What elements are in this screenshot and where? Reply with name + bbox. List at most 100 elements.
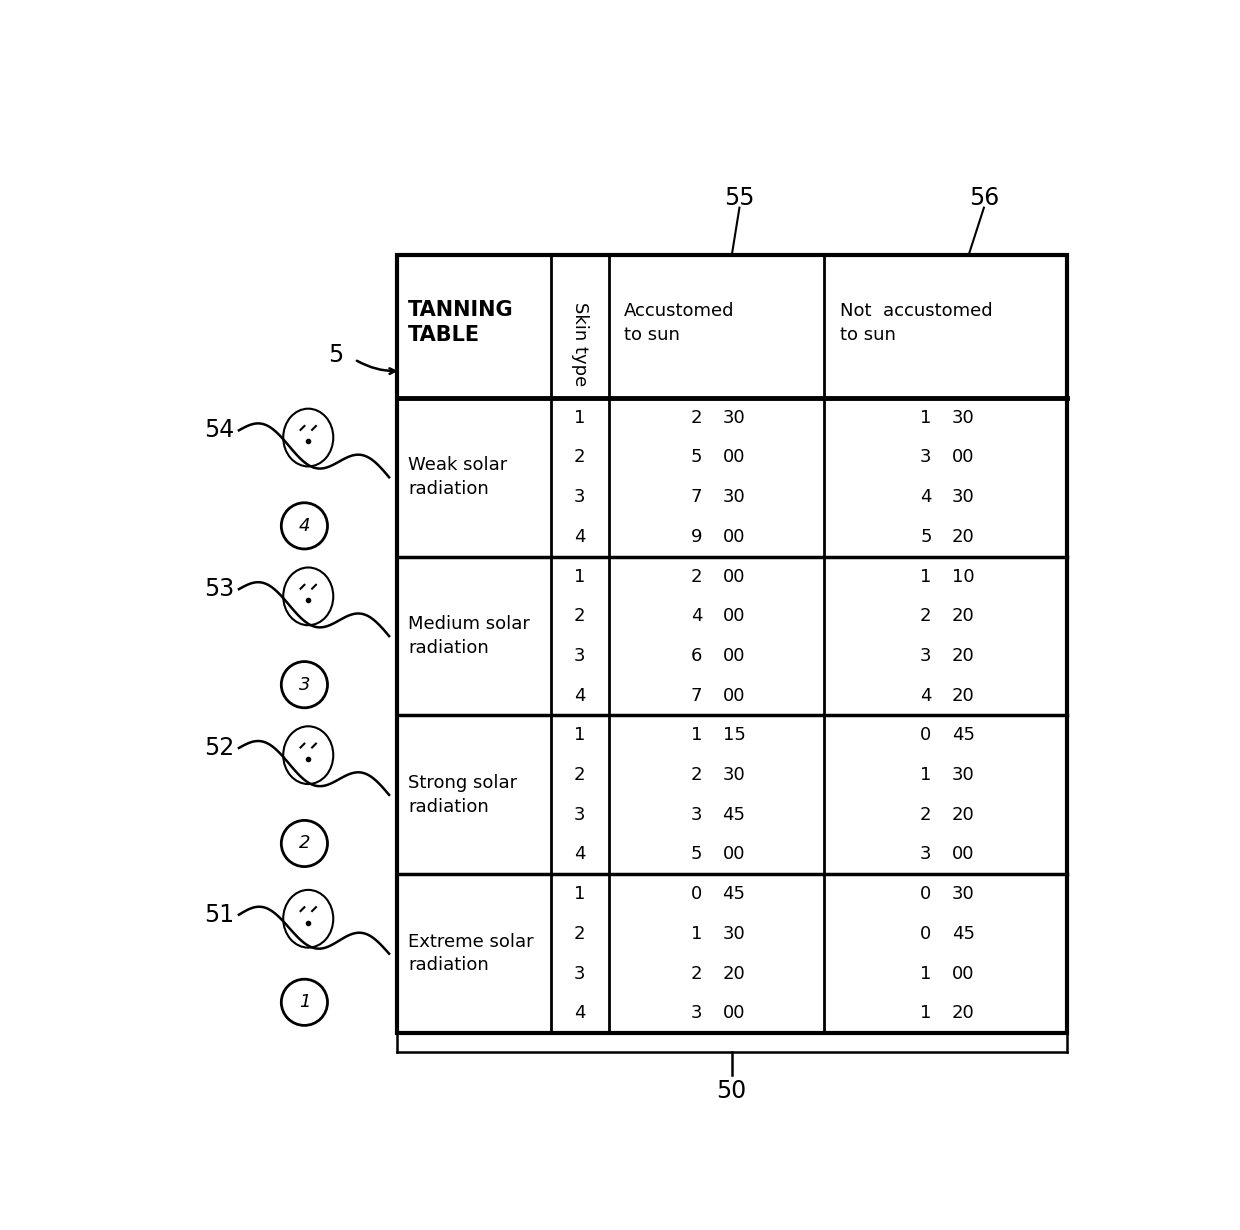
Text: 53: 53 <box>205 577 234 601</box>
Text: 54: 54 <box>205 418 234 443</box>
Text: 5: 5 <box>327 343 343 368</box>
Text: 30: 30 <box>951 488 975 506</box>
Text: 00: 00 <box>723 528 745 546</box>
Text: 3: 3 <box>691 806 703 824</box>
Text: 1: 1 <box>574 567 585 585</box>
Text: 00: 00 <box>723 647 745 665</box>
Text: 2: 2 <box>920 608 931 625</box>
Text: 20: 20 <box>951 528 975 546</box>
Text: 45: 45 <box>723 806 745 824</box>
Text: 30: 30 <box>951 408 975 427</box>
Text: 7: 7 <box>691 488 703 506</box>
Text: 15: 15 <box>723 727 745 744</box>
Text: 00: 00 <box>723 449 745 466</box>
Text: 1: 1 <box>920 964 931 983</box>
Text: 00: 00 <box>723 1004 745 1022</box>
Text: 4: 4 <box>574 1004 585 1022</box>
Text: 1: 1 <box>691 925 703 943</box>
Text: 4: 4 <box>299 517 310 535</box>
Text: 3: 3 <box>574 964 585 983</box>
Text: 5: 5 <box>691 449 703 466</box>
Text: 3: 3 <box>920 449 931 466</box>
Text: 50: 50 <box>717 1079 746 1103</box>
Text: 30: 30 <box>723 925 745 943</box>
Text: 1: 1 <box>574 886 585 903</box>
Text: 00: 00 <box>951 845 975 863</box>
Text: 6: 6 <box>691 647 703 665</box>
Text: 00: 00 <box>723 567 745 585</box>
Text: 30: 30 <box>951 766 975 784</box>
Text: 2: 2 <box>574 766 585 784</box>
Text: 1: 1 <box>920 408 931 427</box>
Text: 45: 45 <box>951 727 975 744</box>
Text: 4: 4 <box>574 845 585 863</box>
Text: 1: 1 <box>920 1004 931 1022</box>
Text: TANNING
TABLE: TANNING TABLE <box>408 300 513 346</box>
Text: 51: 51 <box>205 903 234 926</box>
Text: 2: 2 <box>574 449 585 466</box>
Text: Accustomed
to sun: Accustomed to sun <box>624 303 734 343</box>
Text: 2: 2 <box>691 766 703 784</box>
Bar <box>397 256 1066 1033</box>
Text: 2: 2 <box>691 567 703 585</box>
Text: 56: 56 <box>968 186 999 209</box>
Text: 20: 20 <box>951 647 975 665</box>
Text: Strong solar
radiation: Strong solar radiation <box>408 774 517 815</box>
Text: 2: 2 <box>691 408 703 427</box>
Text: 1: 1 <box>574 408 585 427</box>
Text: 52: 52 <box>205 736 234 760</box>
Text: 2: 2 <box>299 834 310 852</box>
Text: Not  accustomed
to sun: Not accustomed to sun <box>839 303 992 343</box>
Text: 9: 9 <box>691 528 703 546</box>
Text: 7: 7 <box>691 686 703 705</box>
Text: 4: 4 <box>920 686 931 705</box>
Text: 00: 00 <box>723 608 745 625</box>
Text: 20: 20 <box>951 806 975 824</box>
Text: 30: 30 <box>951 886 975 903</box>
Text: 45: 45 <box>951 925 975 943</box>
Text: Weak solar
radiation: Weak solar radiation <box>408 456 507 498</box>
Text: 4: 4 <box>574 686 585 705</box>
Text: 1: 1 <box>920 766 931 784</box>
Text: 00: 00 <box>723 686 745 705</box>
Text: 4: 4 <box>691 608 703 625</box>
Text: 1: 1 <box>691 727 703 744</box>
Text: 2: 2 <box>574 608 585 625</box>
Text: 0: 0 <box>920 727 931 744</box>
Text: 00: 00 <box>951 449 975 466</box>
Text: 00: 00 <box>951 964 975 983</box>
Text: 3: 3 <box>299 675 310 694</box>
Text: 3: 3 <box>574 806 585 824</box>
Text: Medium solar
radiation: Medium solar radiation <box>408 615 531 657</box>
Text: 20: 20 <box>723 964 745 983</box>
Text: 20: 20 <box>951 1004 975 1022</box>
Text: 3: 3 <box>920 845 931 863</box>
Text: 3: 3 <box>574 647 585 665</box>
Text: 2: 2 <box>691 964 703 983</box>
Text: 5: 5 <box>691 845 703 863</box>
Text: 1: 1 <box>920 567 931 585</box>
Text: 10: 10 <box>951 567 975 585</box>
Text: 20: 20 <box>951 608 975 625</box>
Text: 0: 0 <box>920 925 931 943</box>
Text: 0: 0 <box>920 886 931 903</box>
Text: 3: 3 <box>691 1004 703 1022</box>
Text: 30: 30 <box>723 488 745 506</box>
Bar <box>397 875 1066 1033</box>
Text: 2: 2 <box>574 925 585 943</box>
Text: 20: 20 <box>951 686 975 705</box>
Text: 3: 3 <box>920 647 931 665</box>
Text: 00: 00 <box>723 845 745 863</box>
Text: 0: 0 <box>691 886 703 903</box>
Text: 1: 1 <box>574 727 585 744</box>
Text: 30: 30 <box>723 766 745 784</box>
Text: 2: 2 <box>920 806 931 824</box>
Text: 45: 45 <box>723 886 745 903</box>
Text: Extreme solar
radiation: Extreme solar radiation <box>408 932 534 974</box>
Text: 55: 55 <box>724 186 755 209</box>
Text: 4: 4 <box>920 488 931 506</box>
Text: Skin type: Skin type <box>570 303 589 386</box>
Text: 5: 5 <box>920 528 931 546</box>
Text: 1: 1 <box>299 994 310 1011</box>
Text: 4: 4 <box>574 528 585 546</box>
